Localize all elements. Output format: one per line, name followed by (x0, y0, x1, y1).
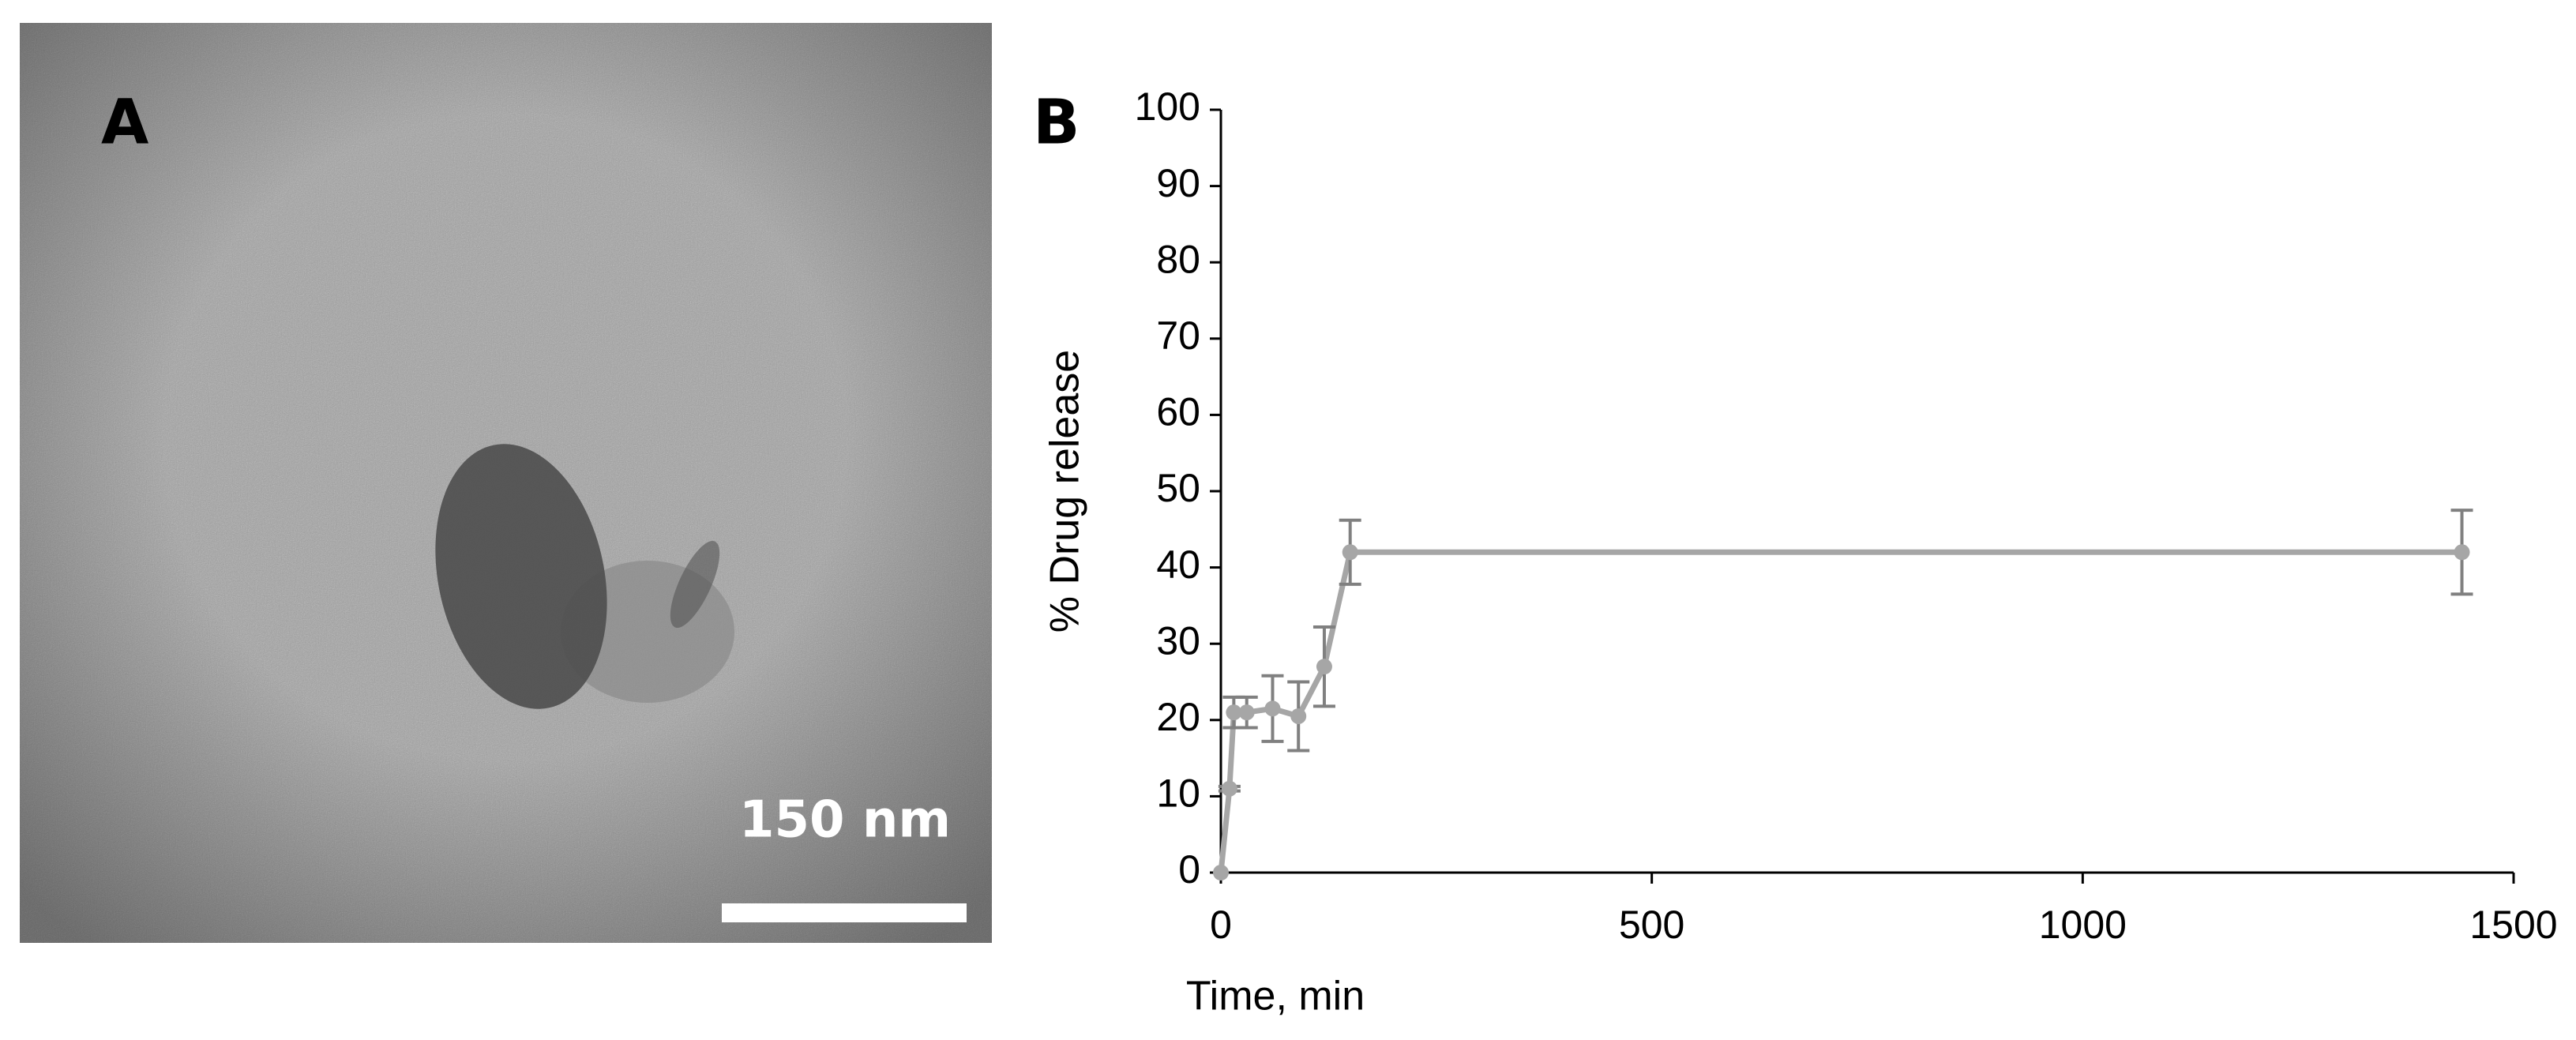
y-tick-label: 80 (1156, 237, 1200, 281)
y-tick-label: 30 (1156, 618, 1200, 663)
y-tick-label: 10 (1156, 772, 1200, 816)
y-axis-label: % Drug release (1042, 350, 1088, 633)
x-tick-label: 1000 (2039, 903, 2127, 947)
scale-bar-label: 150 nm (739, 791, 951, 850)
y-tick-label: 60 (1156, 390, 1200, 434)
y-tick-label: 100 (1135, 84, 1200, 129)
panel-label: B (1033, 87, 1080, 158)
data-point (1290, 708, 1307, 724)
y-tick-label: 40 (1156, 543, 1200, 587)
data-point (1264, 700, 1281, 717)
y-tick-label: 20 (1156, 695, 1200, 739)
data-point (1316, 659, 1332, 675)
data-point (1226, 704, 1242, 721)
data-point (1221, 780, 1237, 797)
panel-label: A (101, 87, 148, 158)
y-tick-label: 70 (1156, 314, 1200, 358)
tem-image (20, 23, 992, 943)
data-point (2454, 544, 2470, 561)
series-line (1218, 549, 2462, 873)
data-point (1238, 704, 1255, 721)
x-tick-label: 1500 (2469, 903, 2557, 947)
x-axis-label: Time, min (1186, 974, 1365, 1019)
x-tick-label: 500 (1619, 903, 1684, 947)
data-point (1342, 544, 1358, 561)
y-tick-label: 90 (1156, 161, 1200, 205)
data-point (1213, 865, 1229, 880)
y-tick-label: 0 (1178, 847, 1200, 892)
y-tick-label: 50 (1156, 466, 1200, 510)
x-tick-label: 0 (1210, 903, 1232, 947)
